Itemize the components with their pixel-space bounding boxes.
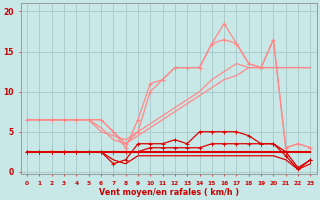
X-axis label: Vent moyen/en rafales ( km/h ): Vent moyen/en rafales ( km/h ) xyxy=(99,188,239,197)
